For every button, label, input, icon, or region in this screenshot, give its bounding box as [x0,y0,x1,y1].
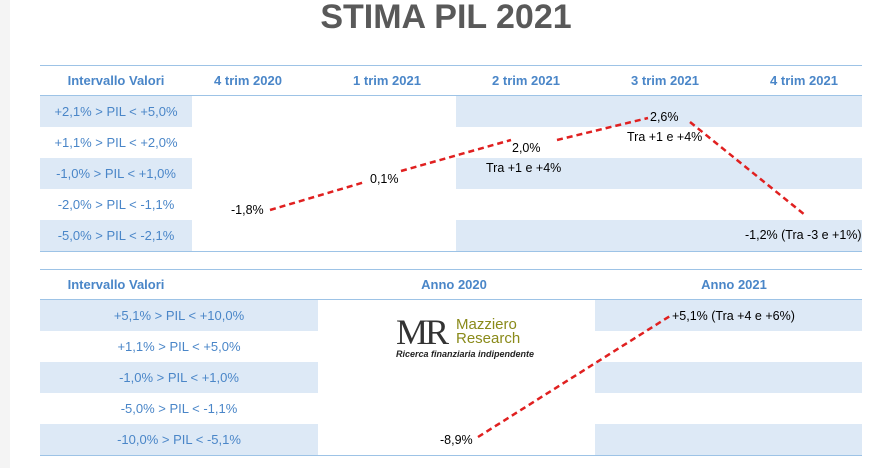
row-band [40,300,318,331]
data-label: 2,6% [650,110,679,124]
row-band [40,220,192,251]
trend-segment [400,138,512,173]
logo-brand-line2: Research [456,330,521,347]
table-divider [40,251,862,252]
data-label: 0,1% [370,172,399,186]
row-band [40,362,318,393]
trend-segment [689,121,806,216]
range-label: +2,1% > PIL < +5,0% [54,104,178,119]
trend-segment [269,180,366,212]
range-label: -1,0% > PIL < +1,0% [56,166,176,181]
page-title: STIMA PIL 2021 [320,0,572,36]
trend-segment [556,116,649,142]
row-band [456,220,862,251]
data-label: -8,9% [440,433,473,447]
row-band [456,158,862,189]
range-label: -2,0% > PIL < -1,1% [57,197,175,212]
logo-mark: MR [396,312,449,352]
left-margin-strip [0,0,10,468]
row-band [40,424,318,455]
table-divider [40,455,862,456]
range-label: -1,0% > PIL < +1,0% [119,370,239,385]
range-label: -5,0% > PIL < -1,1% [120,401,238,416]
range-label: +1,1% > PIL < +2,0% [54,135,178,150]
range-label: -10,0% > PIL < -5,1% [117,432,241,447]
table-divider [40,299,862,300]
table-divider [40,65,862,66]
header-period: Anno 2021 [701,277,767,292]
row-band [456,96,862,127]
header-intervallo: Intervallo Valori [67,73,165,88]
logo-tagline: Ricerca finanziaria indipendente [396,349,535,359]
data-label: 2,0% [512,141,541,155]
logo-brand-line1: Mazziero [456,316,517,333]
header-period: 4 trim 2020 [214,73,282,88]
mazziero-logo: MR Mazziero Research Ricerca finanziaria… [396,312,546,359]
row-band [595,424,862,455]
row-band [595,362,862,393]
trend-segment [477,314,671,439]
row-band [40,158,192,189]
header-period: Anno 2020 [421,277,487,292]
table-divider [40,269,862,270]
header-intervallo: Intervallo Valori [67,277,165,292]
header-period: 2 trim 2021 [492,73,560,88]
range-label: +5,1% > PIL < +10,0% [113,308,245,323]
range-label: +1,1% > PIL < +5,0% [117,339,241,354]
header-period: 4 trim 2021 [770,73,838,88]
range-note: Tra +1 e +4% [627,130,703,144]
data-label: +5,1% (Tra +4 e +6%) [672,309,795,323]
data-label: -1,8% [231,203,264,217]
row-band [595,300,862,331]
data-label: -1,2% (Tra -3 e +1%) [745,228,862,242]
row-band [40,96,192,127]
range-note: Tra +1 e +4% [486,161,562,175]
header-period: 1 trim 2021 [353,73,421,88]
table-divider [40,95,862,96]
header-period: 3 trim 2021 [631,73,699,88]
range-label: -5,0% > PIL < -2,1% [57,228,175,243]
